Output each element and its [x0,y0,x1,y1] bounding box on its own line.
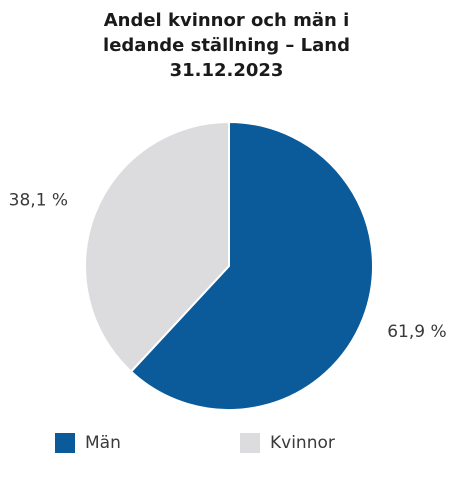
chart-title-line-3: 31.12.2023 [169,60,284,81]
chart-title-line-2: ledande ställning – Land [103,35,350,56]
legend: Män Kvinnor [0,433,453,457]
legend-item-kvinnor: Kvinnor [240,433,335,453]
chart-title: Andel kvinnor och män i ledande ställnin… [0,8,453,83]
legend-item-man: Män [55,433,121,453]
legend-swatch-kvinnor [240,433,260,453]
legend-label-kvinnor: Kvinnor [270,433,335,453]
chart-title-line-1: Andel kvinnor och män i [103,10,350,31]
value-label-kvinnor: 38,1 % [9,191,68,211]
legend-label-man: Män [85,433,121,453]
pie-slice-man [129,120,374,411]
pie-slice-kvinnor [84,120,230,374]
legend-swatch-man [55,433,75,453]
value-label-man: 61,9 % [387,322,446,342]
